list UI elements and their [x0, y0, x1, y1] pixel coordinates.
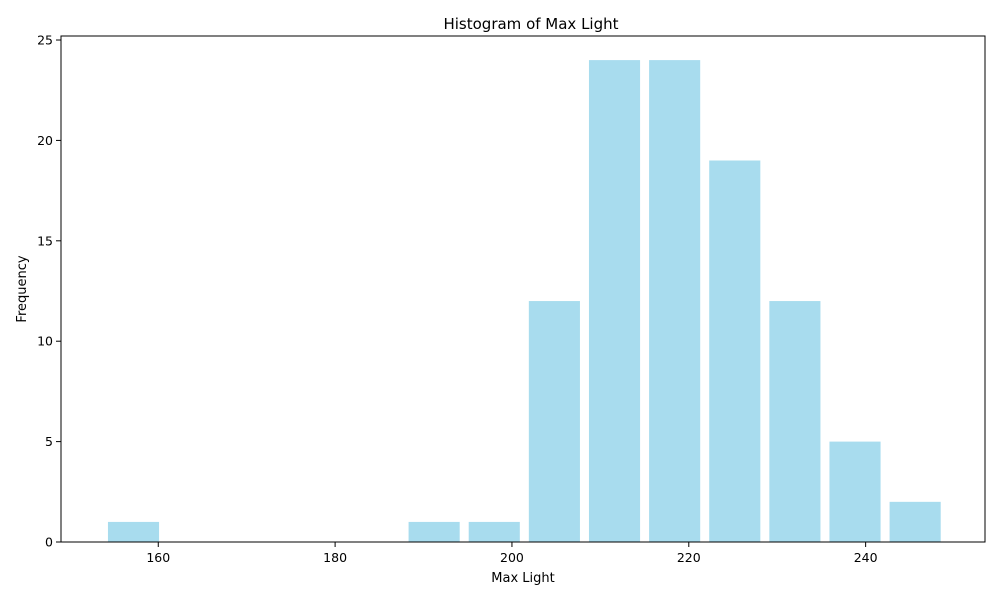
chart-title: Histogram of Max Light: [443, 15, 618, 33]
y-axis-label: Frequency: [15, 255, 30, 322]
plot-frame: [60, 35, 986, 543]
x-axis-ticks: 160 180 200 220 240: [146, 542, 878, 565]
x-tick-label: 200: [500, 550, 524, 565]
histogram-bar: [889, 501, 941, 542]
histogram-bar: [408, 521, 460, 542]
histogram-bar: [709, 160, 761, 542]
histogram-bar: [649, 60, 701, 542]
y-tick-label: 0: [45, 535, 53, 550]
histogram-bar: [769, 301, 821, 542]
histogram-bar: [107, 521, 160, 542]
histogram-bar: [528, 301, 580, 542]
x-tick-label: 160: [146, 550, 170, 565]
x-tick-label: 220: [677, 550, 701, 565]
y-tick-label: 5: [45, 434, 53, 449]
x-tick-label: 180: [323, 550, 347, 565]
y-tick-label: 15: [37, 233, 53, 248]
x-axis-label: Max Light: [491, 571, 554, 586]
histogram-bar: [829, 441, 881, 542]
y-tick-label: 25: [37, 33, 53, 48]
histogram-bar: [468, 521, 520, 542]
y-tick-label: 20: [37, 133, 53, 148]
x-tick-label: 240: [854, 550, 878, 565]
bars-group: [107, 60, 941, 542]
y-axis-ticks: 0 5 10 15 20 25: [37, 33, 61, 550]
histogram-bar: [588, 60, 641, 542]
y-tick-label: 10: [37, 334, 53, 349]
